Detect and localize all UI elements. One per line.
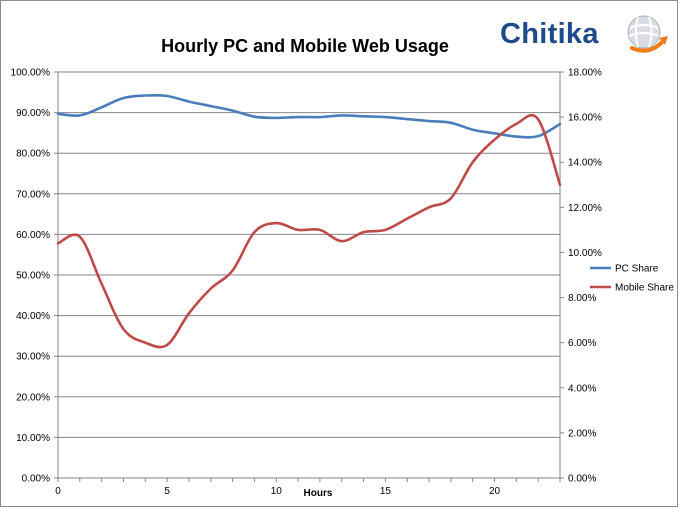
y-tick-label: 30.00% [16, 352, 50, 363]
series-lines [56, 93, 562, 349]
x-tick-label: 5 [164, 486, 170, 497]
y-tick-label: 0.00% [22, 474, 50, 485]
chitika-logo: Chitika [500, 12, 670, 62]
y2-tick-label: 12.00% [568, 203, 602, 214]
pc-share-line [56, 93, 562, 139]
y-tick-label: 40.00% [16, 311, 50, 322]
x-tick-label: 10 [271, 486, 283, 497]
y2-tick-label: 2.00% [568, 428, 596, 439]
x-axis-title: Hours [304, 488, 333, 499]
y-tick-label: 10.00% [16, 433, 50, 444]
y-tick-label: 50.00% [16, 271, 50, 282]
x-tick-label: 15 [380, 486, 392, 497]
y-tick-label: 60.00% [16, 230, 50, 241]
y-tick-label: 80.00% [16, 149, 50, 160]
x-tick-label: 20 [489, 486, 501, 497]
y2-tick-label: 18.00% [568, 68, 602, 79]
y2-tick-label: 16.00% [568, 113, 602, 124]
y-tick-label: 70.00% [16, 189, 50, 200]
y2-tick-label: 4.00% [568, 383, 596, 394]
gridlines [58, 71, 560, 479]
legend: PC Share Mobile Share [590, 264, 674, 294]
y-tick-label: 90.00% [16, 108, 50, 119]
logo-text: Chitika [500, 18, 599, 50]
globe-arrow-icon [627, 15, 668, 53]
y2-tick-label: 14.00% [568, 158, 602, 169]
y2-tick-label: 6.00% [568, 338, 596, 349]
y-tick-label: 20.00% [16, 392, 50, 403]
legend-label-mobile-share: Mobile Share [615, 283, 674, 294]
y2-tick-label: 10.00% [568, 248, 602, 259]
x-tick-label: 0 [55, 486, 61, 497]
y-tick-label: 100.00% [11, 68, 51, 79]
y-axis-left-ticks: 0.00% 10.00% 20.00% 30.00% 40.00% 50.00% 60.00… [11, 68, 58, 485]
y2-tick-label: 0.00% [568, 474, 596, 485]
mobile-share-line [56, 114, 562, 349]
chart-title: Hourly PC and Mobile Web Usage [161, 36, 449, 56]
y2-tick-label: 8.00% [568, 293, 596, 304]
legend-label-pc-share: PC Share [615, 264, 659, 275]
x-axis-ticks: 0 5 10 15 20 [55, 478, 561, 497]
y-axis-right-ticks: 0.00% 2.00% 4.00% 6.00% 8.00% 10.00% 12.00% 14.… [560, 68, 602, 485]
